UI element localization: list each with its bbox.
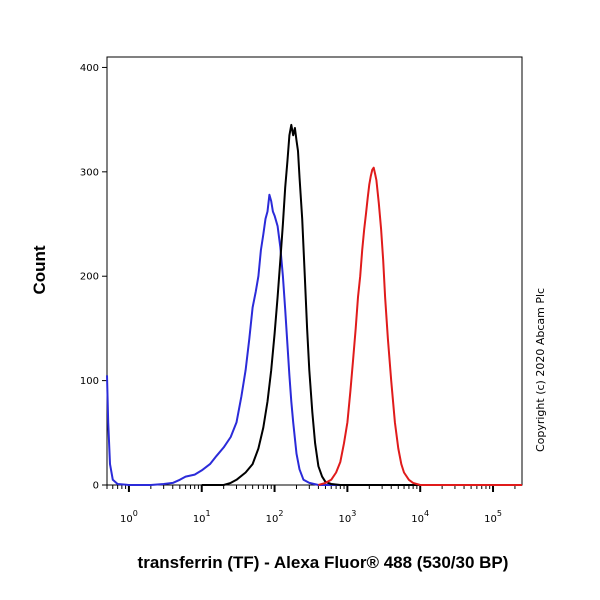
y-axis-title: Count xyxy=(30,245,49,294)
x-axis: 100 101 102 103 104 105 xyxy=(106,485,516,525)
series-line-1 xyxy=(106,193,522,486)
x-tick-label: 101 xyxy=(193,509,211,525)
x-axis-title: transferrin (TF) - Alexa Fluor® 488 (530… xyxy=(138,553,509,572)
plot-frame xyxy=(106,56,523,486)
x-tick-label: 105 xyxy=(484,509,502,525)
x-tick-label: 102 xyxy=(266,509,284,525)
x-tick-label: 103 xyxy=(338,509,356,525)
series-line-2 xyxy=(201,123,522,486)
y-axis: 0 100 200 300 400 xyxy=(80,63,107,492)
y-tick-label: 300 xyxy=(80,167,99,178)
y-tick-label: 200 xyxy=(80,272,99,283)
series-layer xyxy=(106,123,522,486)
copyright-watermark: Copyright (c) 2020 Abcam Plc xyxy=(534,288,547,452)
y-tick-label: 0 xyxy=(93,481,99,492)
x-tick-label: 104 xyxy=(411,509,429,525)
x-tick-label: 100 xyxy=(120,509,138,525)
y-tick-label: 100 xyxy=(80,376,99,387)
y-tick-label: 400 xyxy=(80,63,99,74)
series-line-3 xyxy=(318,166,522,486)
